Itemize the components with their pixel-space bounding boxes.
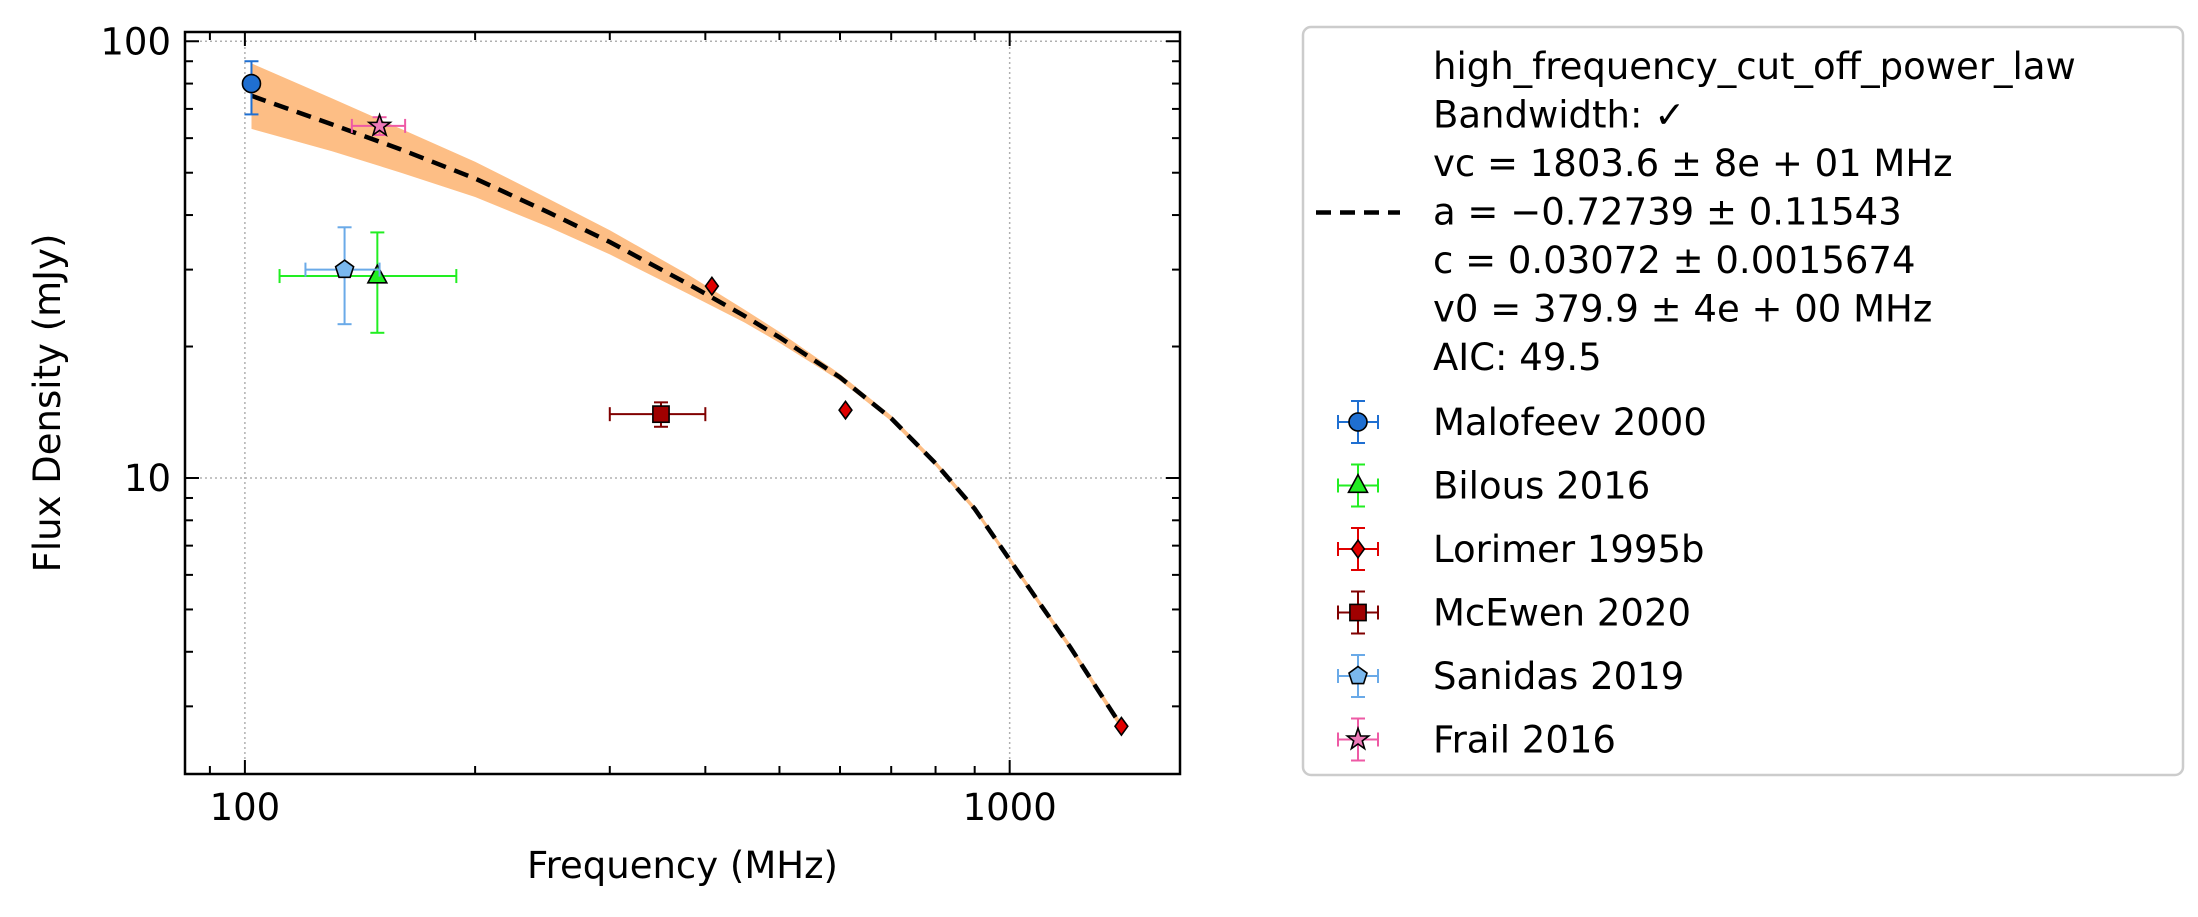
legend-fit-text: Bandwidth: ✓ — [1433, 94, 1685, 137]
data-point — [241, 73, 262, 94]
series-star — [350, 112, 407, 137]
legend-fit-text: high_frequency_cut_off_power_law — [1433, 45, 2076, 88]
data-point — [1114, 716, 1129, 737]
fit-curve — [250, 93, 1126, 732]
legend-fit-text: vc = 1803.6 ± 8e + 01 MHz — [1433, 142, 1953, 185]
plot-area: 100 1000 10 100 — [100, 20, 1182, 829]
y-tick-label: 100 — [100, 20, 171, 63]
series-diamond — [704, 275, 1129, 737]
series-circle — [241, 60, 262, 116]
legend-series-label: Lorimer 1995b — [1433, 528, 1705, 571]
legend-box — [1301, 25, 2185, 777]
series-square — [608, 401, 707, 428]
legend-marker — [1348, 665, 1368, 685]
legend-series-label: Frail 2016 — [1433, 719, 1616, 762]
fit-line — [250, 93, 1126, 732]
data-point — [704, 275, 720, 297]
fit-uncertainty-band — [251, 63, 1124, 734]
axis-ticks: 100 1000 10 100 — [100, 20, 1180, 829]
legend-marker — [1348, 412, 1368, 432]
legend-series-label: McEwen 2020 — [1433, 592, 1691, 635]
data-point — [838, 399, 853, 421]
grid — [185, 32, 1180, 774]
data-point — [334, 259, 355, 279]
x-tick-label: 1000 — [963, 786, 1057, 829]
legend-fit-text: AIC: 49.5 — [1433, 336, 1602, 379]
legend-fit-text: v0 = 379.9 ± 4e + 00 MHz — [1433, 288, 1932, 331]
legend-marker — [1350, 538, 1366, 560]
legend: high_frequency_cut_off_power_law Bandwidt… — [1301, 25, 2185, 777]
fit-band — [251, 63, 1124, 734]
legend-fit-text: c = 0.03072 ± 0.0015674 — [1433, 239, 1915, 282]
legend-series-label: Bilous 2016 — [1433, 465, 1650, 508]
x-axis-title: Frequency (MHz) — [527, 844, 838, 887]
series-triangle — [278, 231, 458, 334]
x-tick-label: 100 — [210, 786, 281, 829]
y-axis-title: Flux Density (mJy) — [26, 234, 69, 573]
legend-marker — [1349, 603, 1367, 622]
data-point — [366, 263, 389, 284]
plot-frame — [183, 30, 1182, 776]
y-tick-label: 10 — [124, 457, 171, 500]
legend-marker — [1344, 725, 1372, 751]
data-point — [366, 112, 393, 137]
legend-series-label: Malofeev 2000 — [1433, 401, 1707, 444]
data-points — [241, 60, 1129, 737]
series-pentagon — [304, 226, 381, 326]
legend-fit-text: a = −0.72739 ± 0.11543 — [1433, 191, 1902, 234]
legend-marker — [1347, 473, 1369, 494]
legend-series-label: Sanidas 2019 — [1433, 655, 1684, 698]
data-point — [652, 405, 670, 424]
